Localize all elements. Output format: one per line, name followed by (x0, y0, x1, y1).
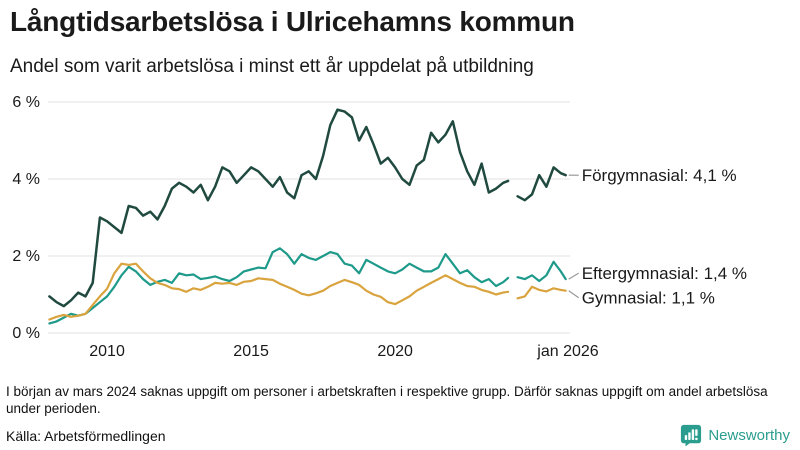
series-end-label-eftergymnasial: Eftergymnasial: 1,4 % (582, 264, 747, 283)
chart-footnote: I början av mars 2024 saknas uppgift om … (6, 384, 768, 416)
series-label-connector-eftergymnasial (568, 272, 580, 280)
series-label-connector-gymnasial (568, 290, 580, 299)
page-title: Långtidsarbetslösa i Ulricehamns kommun (10, 6, 575, 37)
y-axis-tick-label: 0 % (12, 325, 40, 342)
source-label: Källa: Arbetsförmedlingen (6, 428, 166, 444)
y-axis-tick-label: 4 % (12, 171, 40, 188)
newsworthy-icon (681, 424, 702, 446)
y-axis-tick-label: 6 % (12, 94, 40, 111)
y-axis-tick-label: 2 % (12, 248, 40, 265)
series-end-label-gymnasial: Gymnasial: 1,1 % (582, 289, 715, 308)
series-line-eftergymnasial (48, 247, 567, 325)
series-line-forgymnasial (48, 108, 567, 308)
line-chart: 0 % 2 % 4 % 6 % 2010 2015 2020 jan 2026 Förgymna… (12, 94, 747, 360)
newsworthy-logo: Newsworthy (680, 424, 790, 446)
series-end-label-forgymnasial: Förgymnasial: 4,1 % (582, 166, 737, 185)
x-axis-tick-label: 2020 (377, 343, 413, 360)
x-axis-tick-label: 2015 (233, 343, 269, 360)
series-line-gymnasial (48, 262, 567, 321)
x-axis-tick-label: 2010 (89, 343, 125, 360)
chart-subtitle: Andel som varit arbetslösa i minst ett å… (10, 56, 534, 77)
x-axis-tick-label: jan 2026 (536, 343, 598, 360)
newsworthy-wordmark: Newsworthy (708, 426, 790, 444)
